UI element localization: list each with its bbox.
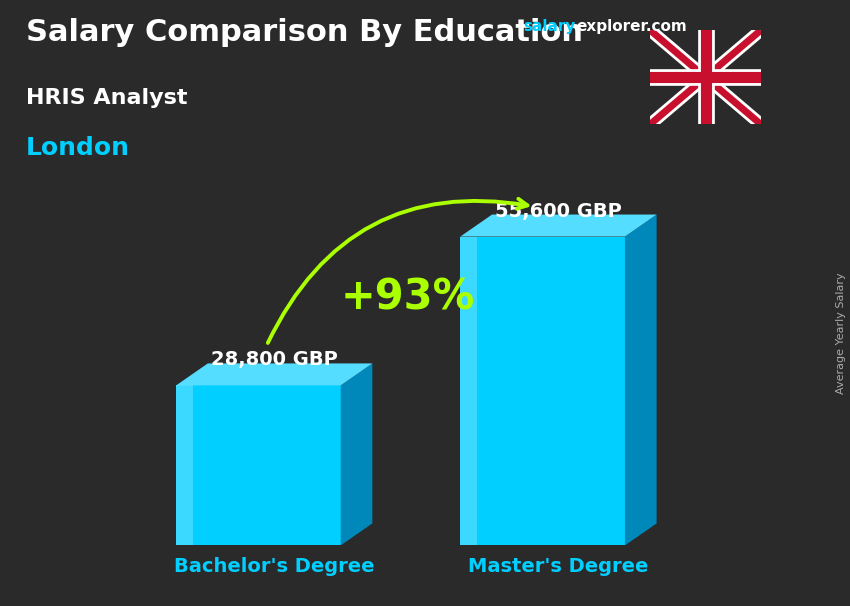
Text: +93%: +93% — [341, 276, 475, 318]
Text: Salary Comparison By Education: Salary Comparison By Education — [26, 18, 582, 47]
Text: Bachelor's Degree: Bachelor's Degree — [174, 558, 375, 576]
Text: Average Yearly Salary: Average Yearly Salary — [836, 273, 846, 394]
Text: salary: salary — [523, 19, 575, 35]
Text: London: London — [26, 136, 129, 161]
Polygon shape — [341, 364, 372, 545]
Text: explorer.com: explorer.com — [576, 19, 687, 35]
Polygon shape — [176, 385, 193, 545]
Polygon shape — [176, 364, 372, 385]
Polygon shape — [461, 236, 625, 545]
Text: HRIS Analyst: HRIS Analyst — [26, 88, 187, 108]
Polygon shape — [176, 385, 341, 545]
Polygon shape — [461, 215, 656, 236]
Text: 28,800 GBP: 28,800 GBP — [211, 350, 337, 370]
Polygon shape — [625, 215, 656, 545]
Text: 55,600 GBP: 55,600 GBP — [495, 202, 622, 221]
Text: Master's Degree: Master's Degree — [468, 558, 649, 576]
Polygon shape — [461, 236, 477, 545]
